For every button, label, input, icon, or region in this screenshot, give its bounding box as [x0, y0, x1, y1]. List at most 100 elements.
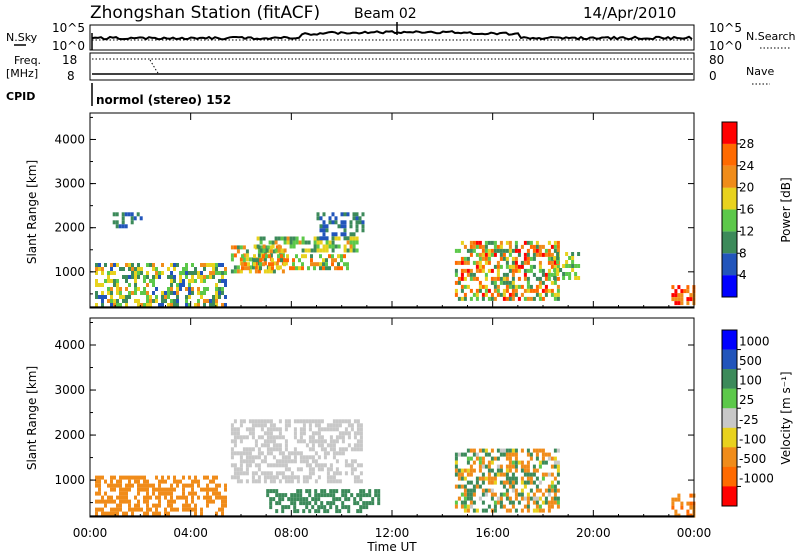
power-cell: [322, 224, 326, 229]
power-cell: [550, 280, 554, 285]
power-cell: [194, 267, 197, 271]
velocity-cell: [218, 495, 221, 500]
power-cell: [272, 249, 276, 254]
velocity-cell: [487, 460, 491, 465]
power-cell: [247, 262, 250, 267]
power-cell: [472, 260, 476, 265]
power-cell: [122, 299, 125, 303]
velocity-cell: [371, 497, 375, 502]
power-cell: [544, 252, 548, 257]
velocity-cell: [101, 495, 104, 500]
velocity-cell: [110, 487, 113, 492]
velocity-cell: [116, 507, 119, 512]
velocity-cell: [287, 475, 291, 480]
velocity-cell: [520, 448, 524, 453]
power-cell: [484, 256, 488, 261]
velocity-cell: [466, 448, 470, 453]
velocity-cell: [143, 487, 146, 492]
power-cell: [508, 244, 512, 249]
power-cell: [146, 283, 149, 287]
velocity-cell: [212, 491, 215, 496]
velocity-cell: [266, 489, 270, 494]
velocity-cell: [505, 472, 509, 477]
power-cell: [242, 245, 246, 250]
velocity-cell: [314, 463, 318, 468]
velocity-cell: [511, 460, 515, 465]
velocity-cell: [239, 439, 243, 444]
velocity-cell: [158, 483, 161, 488]
velocity-cell: [499, 480, 503, 485]
power-cell: [215, 291, 218, 295]
power-cell: [319, 262, 322, 267]
power-cell: [215, 303, 218, 307]
power-cell: [469, 288, 473, 293]
power-cell: [355, 212, 359, 217]
velocity-cell: [296, 467, 300, 472]
velocity-cell: [359, 435, 363, 440]
velocity-cell: [347, 423, 351, 428]
velocity-cell: [233, 467, 237, 472]
velocity-cell: [329, 467, 333, 472]
power-cell: [556, 292, 560, 297]
power-cell: [286, 240, 290, 245]
power-cell: [475, 292, 479, 297]
velocity-cell: [236, 427, 240, 432]
velocity-cell: [275, 475, 279, 480]
velocity-cell: [143, 511, 146, 516]
power-cell: [257, 269, 261, 274]
velocity-cell: [296, 475, 300, 480]
power-cell: [343, 224, 347, 229]
velocity-y-tick-label: 3000: [54, 383, 85, 397]
power-cell: [460, 268, 464, 273]
velocity-cell: [484, 476, 488, 481]
velocity-cell: [335, 489, 339, 494]
velocity-y-tick-label: 1000: [54, 473, 85, 487]
velocity-cell: [191, 483, 194, 488]
power-cell: [514, 248, 518, 253]
power-cell: [457, 260, 461, 265]
power-cell: [113, 303, 116, 307]
power-cell: [556, 260, 560, 264]
velocity-cell: [368, 493, 372, 498]
velocity-cell: [317, 439, 321, 444]
velocity-cell: [296, 479, 300, 484]
power-cell: [125, 295, 128, 299]
velocity-cell: [194, 507, 197, 512]
velocity-cell: [556, 500, 560, 505]
velocity-cell: [553, 496, 557, 501]
power-cell: [454, 280, 458, 285]
velocity-cell: [302, 427, 306, 432]
power-cell: [307, 248, 311, 253]
velocity-cell: [460, 500, 464, 505]
power-cell: [511, 284, 515, 289]
nsky-label: N.Sky: [6, 31, 38, 44]
velocity-cell: [320, 501, 324, 506]
power-cell: [319, 228, 323, 233]
power-cell: [155, 299, 158, 303]
velocity-cell: [200, 487, 203, 492]
velocity-cell: [110, 495, 113, 500]
velocity-cell: [308, 419, 312, 424]
power-cell: [340, 258, 343, 263]
velocity-cell: [275, 471, 279, 476]
velocity-cell: [170, 495, 173, 500]
power-cell: [334, 220, 338, 225]
power-cell: [493, 284, 497, 289]
velocity-cell: [233, 443, 237, 448]
velocity-cell: [191, 487, 194, 492]
power-cell: [577, 264, 581, 268]
velocity-cell: [263, 471, 267, 476]
velocity-cell: [529, 456, 533, 461]
velocity-cell: [236, 435, 240, 440]
velocity-cell: [371, 501, 375, 506]
velocity-cell: [499, 504, 503, 509]
power-colorbar-cell: [722, 187, 737, 210]
velocity-cell: [508, 484, 512, 489]
power-cell: [454, 292, 458, 297]
velocity-cell: [523, 484, 527, 489]
power-cell: [511, 272, 515, 277]
power-cell: [268, 240, 272, 245]
power-cell: [149, 295, 152, 299]
velocity-cell: [454, 500, 458, 505]
power-cell: [248, 265, 252, 270]
